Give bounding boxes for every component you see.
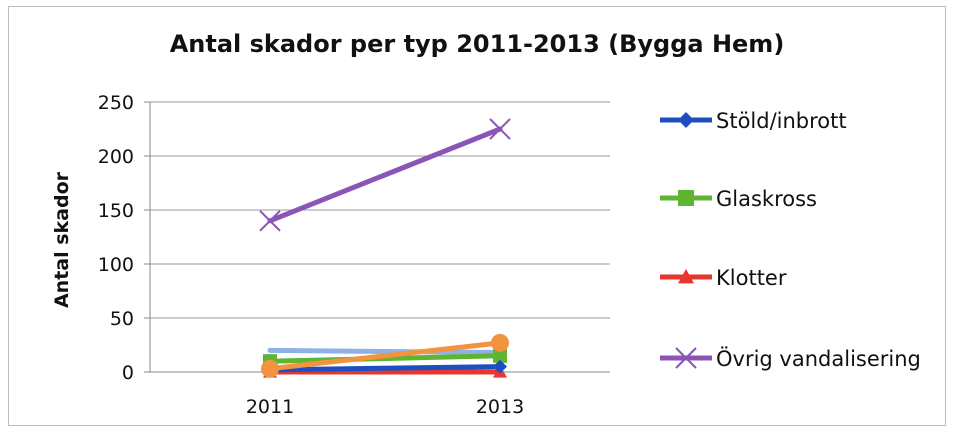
legend-label: Glaskross — [716, 187, 817, 211]
legend-label: Stöld/inbrott — [716, 109, 847, 133]
y-tick-label: 150 — [98, 200, 134, 222]
legend-marker — [678, 112, 694, 128]
legend-label: Övrig vandalisering — [716, 346, 921, 371]
y-tick-label: 200 — [98, 146, 134, 168]
data-point — [493, 348, 507, 363]
legend-marker — [678, 269, 694, 284]
series-line — [267, 347, 503, 356]
data-point — [489, 118, 511, 140]
x-tick-label: 2013 — [476, 396, 524, 418]
y-tick-label: 50 — [110, 308, 134, 330]
data-point — [261, 359, 279, 378]
data-point — [491, 333, 509, 352]
y-tick-label: 0 — [122, 362, 134, 384]
legend-label: Klotter — [716, 266, 787, 290]
chart-title: Antal skador per typ 2011-2013 (Bygga He… — [169, 30, 785, 58]
legend-marker — [675, 347, 697, 369]
series-line — [267, 340, 503, 372]
legend-marker — [678, 190, 694, 206]
y-tick-label: 100 — [98, 254, 134, 276]
data-point — [259, 210, 281, 232]
data-point — [493, 359, 507, 374]
series-line — [267, 126, 503, 224]
y-tick-label: 250 — [98, 92, 134, 114]
series-line — [267, 364, 503, 373]
series-line — [267, 353, 503, 364]
x-tick-label: 2011 — [246, 396, 294, 418]
